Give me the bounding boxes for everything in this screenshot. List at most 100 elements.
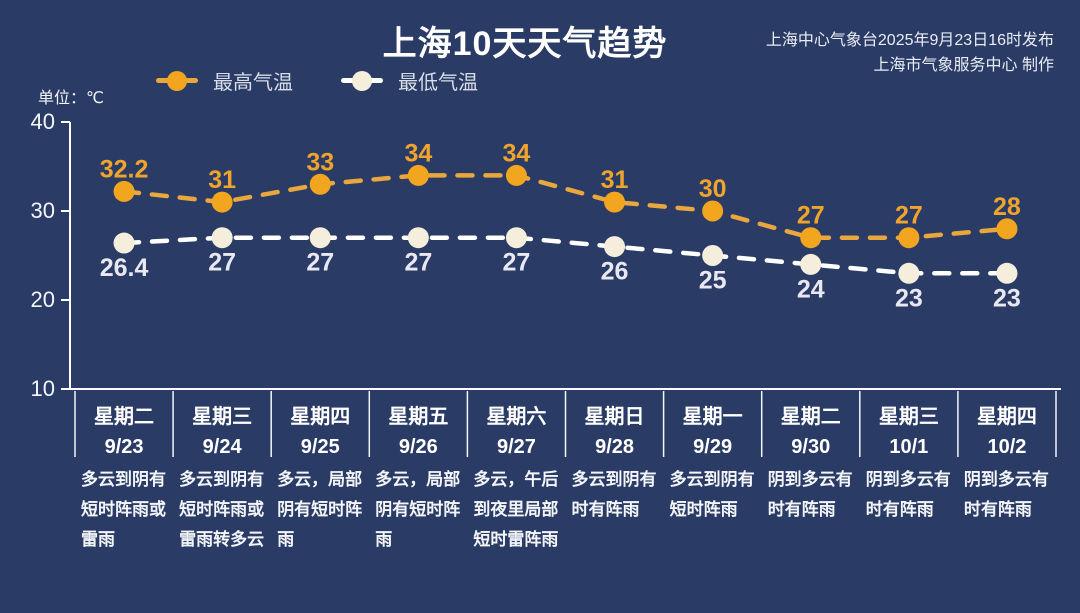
min-temp-value-label: 23 xyxy=(895,284,923,312)
max-temp-value-label: 27 xyxy=(895,202,923,230)
max-temp-point xyxy=(113,180,135,202)
min-temp-value-label: 25 xyxy=(699,267,727,295)
day-column: 星期四 10/2 阴到多云有时有阵雨 xyxy=(958,403,1056,525)
legend-item-max-temp: 最高气温 xyxy=(156,66,293,95)
max-temp-point xyxy=(505,164,527,186)
day-column: 星期一 9/29 多云到阴有短时阵雨 xyxy=(664,403,762,525)
day-column: 星期三 9/24 多云到阴有短时阵雨或雷雨转多云 xyxy=(173,403,271,555)
min-temp-value-label: 23 xyxy=(993,284,1021,312)
max-temp-point xyxy=(211,191,233,213)
date-label: 9/24 xyxy=(202,436,242,458)
weather-description: 多云到阴有短时阵雨 xyxy=(669,470,755,519)
date-label: 9/30 xyxy=(791,436,831,458)
weekday-label: 星期二 xyxy=(94,406,155,428)
weather-description: 多云，局部阴有短时阵雨 xyxy=(277,470,363,549)
max-temp-value-label: 31 xyxy=(601,166,629,194)
min-temp-point xyxy=(800,253,822,275)
weekday-label: 星期四 xyxy=(290,406,351,428)
min-temp-point xyxy=(407,227,429,249)
day-column: 星期四 9/25 多云，局部阴有短时阵雨 xyxy=(271,403,369,555)
min-temp-point xyxy=(113,232,135,254)
max-temp-point xyxy=(407,164,429,186)
min-temp-point xyxy=(211,227,233,249)
y-tick-label: 40 xyxy=(31,109,55,134)
max-temp-value-label: 27 xyxy=(797,202,825,230)
date-label: 9/25 xyxy=(300,436,340,458)
legend-max-label: 最高气温 xyxy=(213,72,293,94)
day-column: 星期二 9/30 阴到多云有时有阵雨 xyxy=(762,403,860,525)
weather-description: 阴到多云有时有阵雨 xyxy=(767,470,853,519)
min-temp-value-label: 27 xyxy=(306,249,334,277)
weather-description: 多云，局部阴有短时阵雨 xyxy=(375,470,461,549)
date-label: 10/2 xyxy=(987,436,1027,458)
max-temp-value-label: 34 xyxy=(404,139,432,167)
legend-item-min-temp: 最低气温 xyxy=(341,66,478,95)
weather-description: 多云到阴有时有阵雨 xyxy=(571,470,657,519)
max-temp-point xyxy=(800,227,822,249)
weekday-label: 星期二 xyxy=(780,406,841,428)
unit-label: 单位：℃ xyxy=(38,90,104,107)
weekday-label: 星期六 xyxy=(486,406,547,428)
day-column: 星期三 10/1 阴到多云有时有阵雨 xyxy=(860,403,958,525)
publisher-line-produced: 上海市气象服务中心 制作 xyxy=(873,57,1054,74)
date-label: 9/29 xyxy=(693,436,733,458)
weekday-label: 星期三 xyxy=(192,406,253,428)
min-temp-line xyxy=(121,235,1010,276)
legend-min-label: 最低气温 xyxy=(398,72,478,94)
weekday-label: 星期四 xyxy=(976,406,1037,428)
min-temp-value-label: 26 xyxy=(601,258,629,286)
min-temp-line-icon xyxy=(341,70,383,91)
weather-description: 阴到多云有时有阵雨 xyxy=(963,470,1049,519)
max-temp-line xyxy=(121,173,1010,240)
page-title: 上海10天天气趋势 xyxy=(382,25,668,63)
y-tick-label: 20 xyxy=(31,287,55,312)
max-temp-point xyxy=(996,218,1018,240)
weather-description: 多云到阴有短时阵雨或雷雨 xyxy=(81,470,166,549)
weather-description: 阴到多云有时有阵雨 xyxy=(865,470,951,519)
weekday-label: 星期三 xyxy=(878,406,939,428)
max-temp-point xyxy=(309,173,331,195)
weather-description: 多云，午后到夜里局部短时雷阵雨 xyxy=(473,470,559,549)
max-temp-line-icon xyxy=(156,70,198,91)
date-label: 10/1 xyxy=(889,436,929,458)
publisher-line-issued: 上海中心气象台2025年9月23日16时发布 xyxy=(765,32,1054,49)
day-column: 星期五 9/26 多云，局部阴有短时阵雨 xyxy=(369,403,467,555)
max-temp-value-label: 31 xyxy=(208,166,236,194)
weekday-label: 星期日 xyxy=(584,406,645,428)
date-label: 9/28 xyxy=(595,436,635,458)
min-temp-value-label: 26.4 xyxy=(100,254,149,282)
weather-description: 多云到阴有短时阵雨或雷雨转多云 xyxy=(179,470,265,549)
min-temp-point xyxy=(898,262,920,284)
y-tick-label: 10 xyxy=(31,376,55,401)
max-temp-value-label: 28 xyxy=(993,193,1021,221)
weekday-label: 星期一 xyxy=(682,406,743,428)
legend: 最高气温 最低气温 xyxy=(156,66,478,95)
min-temp-point xyxy=(505,227,527,249)
min-temp-dot-icon xyxy=(352,70,372,91)
max-temp-value-label: 32.2 xyxy=(100,155,149,183)
day-column: 星期六 9/27 多云，午后到夜里局部短时雷阵雨 xyxy=(467,403,565,555)
max-temp-value-label: 33 xyxy=(306,148,334,176)
min-temp-value-label: 27 xyxy=(208,249,236,277)
max-temp-point xyxy=(898,227,920,249)
min-temp-point xyxy=(309,227,331,249)
min-temp-value-label: 27 xyxy=(503,249,531,277)
y-tick-label: 30 xyxy=(31,198,55,223)
date-label: 9/27 xyxy=(496,436,536,458)
max-temp-point xyxy=(604,191,626,213)
min-temp-point xyxy=(604,236,626,258)
day-column: 星期二 9/23 多云到阴有短时阵雨或雷雨 xyxy=(75,403,173,555)
day-column: 星期日 9/28 多云到阴有时有阵雨 xyxy=(566,403,664,525)
min-temp-value-label: 24 xyxy=(797,275,825,303)
publisher-info: 上海中心气象台2025年9月23日16时发布 上海市气象服务中心 制作 xyxy=(766,28,1054,78)
date-label: 9/26 xyxy=(398,436,438,458)
min-temp-point xyxy=(996,262,1018,284)
max-temp-value-label: 30 xyxy=(699,175,727,203)
max-temp-dot-icon xyxy=(167,70,187,91)
date-label: 9/23 xyxy=(104,436,144,458)
max-temp-value-label: 34 xyxy=(503,139,531,167)
min-temp-point xyxy=(702,245,724,266)
min-temp-value-label: 27 xyxy=(404,249,432,277)
